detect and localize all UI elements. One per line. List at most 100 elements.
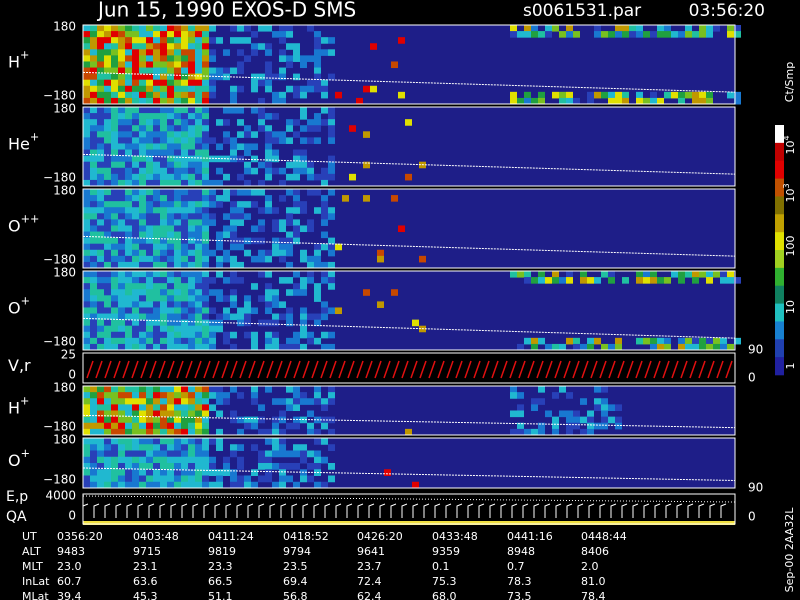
spectrogram-cell [314,289,321,296]
spectrogram-cell [293,337,300,345]
spectrogram-cell [216,398,223,405]
spectrogram-cell [90,85,97,93]
panel-label: H+ [8,395,29,418]
spectrogram-cell [104,73,111,81]
spectrogram-cell [216,475,223,483]
spectrogram-cell [153,155,160,163]
spectrogram-cell [328,131,335,138]
spectrogram-cell [83,219,90,226]
spectrogram-cell [104,131,111,138]
spectrogram-cell [90,386,97,393]
spectrogram-cell [272,137,279,144]
spectrogram-cell [279,410,286,418]
spectrogram-cell [83,295,90,302]
spectrogram-cell [538,97,545,105]
spectrogram-cell [160,201,167,208]
spectrogram-cell [594,277,601,284]
spectrogram-cell [83,155,90,163]
spectrogram-cell [188,469,195,476]
spectrogram-cell [104,422,111,430]
spectrogram-cell [83,398,90,405]
spectrogram-cell [125,173,132,181]
spectrogram-cell [251,107,258,114]
spectrogram-cell [223,249,230,257]
spectrogram-cell [258,404,265,411]
spectrogram-cell [202,67,209,75]
spectrogram-cell [223,307,230,315]
spectrogram-cell [601,422,608,430]
spectrogram-cell [139,313,146,321]
spectrogram-cell [174,131,181,138]
spectrogram-cell [97,456,104,464]
spectrogram-cell [160,195,167,202]
spectrogram-cell [566,428,573,436]
table-cell: 62.4 [357,590,382,600]
spectrogram-cell [139,161,146,169]
spectrogram-cell [699,25,706,32]
spectrogram-cell [97,167,104,175]
spectrogram-cell [265,73,272,81]
spectrogram-cell [202,410,209,418]
spectrogram-cell [167,43,174,50]
spectrogram-cell [139,243,146,251]
spectrogram-cell [181,438,188,445]
spectrogram-cell [650,337,657,345]
spectrogram-cell [657,343,664,351]
spectrogram-cell [209,155,216,163]
spectrogram-cell [167,392,174,399]
spectrogram-cell [279,428,286,436]
spectrogram-cell [272,450,279,458]
spectrogram-cell [307,125,314,132]
spectrogram-cell [664,25,671,32]
spectrogram-cell [97,295,104,302]
spectrogram-cell [90,43,97,50]
spectrogram-cell [188,61,195,69]
spectrogram-cell [146,91,153,99]
spectrogram-cell [181,179,188,187]
spectrogram-cell [132,450,139,458]
spectrogram-cell [188,173,195,181]
spectrogram-cell [97,410,104,418]
spectrogram-cell [146,195,153,202]
spectrogram-cell [139,307,146,315]
spectrogram-cell [272,207,279,214]
spectrogram-cell [118,73,125,81]
spectrogram-cell [167,55,174,62]
spectrogram-cell [104,469,111,476]
spectrogram-cell [111,255,118,263]
spectrogram-cell [195,255,202,263]
spectrogram-cell [146,189,153,196]
spectrogram-cell [202,43,209,50]
spectrogram-cell [104,91,111,99]
spectrogram-cell [244,201,251,208]
spectrogram-cell [244,189,251,196]
spectrogram-cell [552,25,559,32]
spectrogram-cell [118,438,125,445]
spectrogram-cell [720,271,727,278]
spectrogram-cell [167,61,174,69]
spectrogram-cell [160,85,167,93]
spectrogram-cell [139,125,146,132]
spectrogram-cell [188,131,195,138]
spectrogram-cell [111,444,118,451]
spectrogram-cell [223,398,230,405]
spectrogram-cell [97,392,104,399]
spectrogram-cell [237,61,244,69]
spectrogram-cell [111,85,118,93]
spectrogram-cell [118,31,125,38]
spectrogram-cell [132,295,139,302]
spectrogram-cell [265,337,272,345]
spectrogram-cell [139,213,146,220]
spectrogram-cell [195,237,202,245]
spectrogram-cell [125,131,132,138]
spectrogram-cell [391,195,398,202]
colorbar-segment [775,178,784,197]
spectrogram-cell [314,295,321,302]
spectrogram-cell [118,179,125,187]
table-cell: 23.3 [208,560,233,573]
spectrogram-cell [153,231,160,239]
spectrogram-cell [244,295,251,302]
table-cell: 0441:16 [507,530,553,543]
spectrogram-cell [230,201,237,208]
spectrogram-cell [167,337,174,345]
